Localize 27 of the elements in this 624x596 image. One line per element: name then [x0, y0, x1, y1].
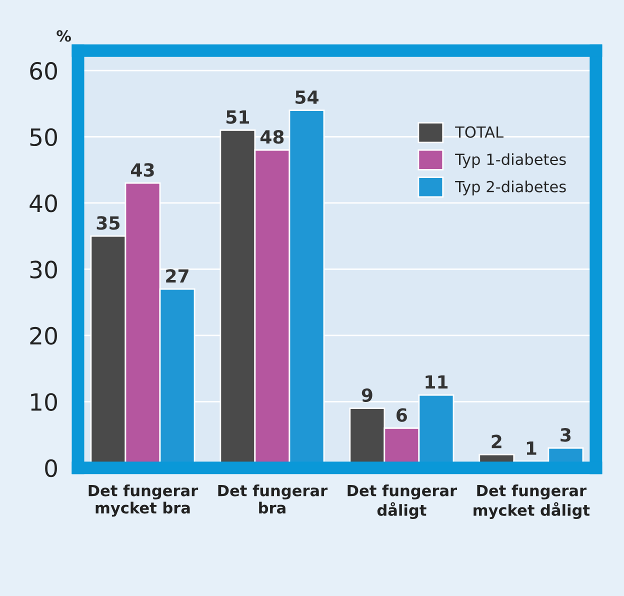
data-label: 1: [526, 442, 536, 455]
data-label: 35: [96, 216, 120, 230]
y-tick-label: 60: [30, 62, 57, 80]
y-tick-label: 20: [30, 326, 57, 345]
data-label: 2: [492, 434, 502, 448]
x-tick-label: Det fungerar mycket dåligt: [474, 484, 590, 520]
y-tick-label: 10: [31, 393, 57, 411]
x-tick-label: Det fungerar dåligt: [348, 484, 458, 520]
x-tick-label: Det fungerar mycket bra: [88, 484, 198, 517]
data-label: 3: [560, 428, 571, 442]
data-label: 54: [296, 90, 318, 104]
y-tick-label: 50: [30, 128, 57, 146]
data-label: 51: [226, 110, 250, 124]
legend-label: Typ 2-diabetes: [455, 180, 566, 196]
y-tick-label: 40: [30, 194, 57, 212]
data-label: 11: [426, 375, 448, 388]
data-label: 6: [396, 408, 408, 422]
y-tick-label: 30: [30, 260, 57, 278]
data-label: 9: [362, 388, 372, 402]
legend-label: TOTAL: [455, 126, 504, 138]
x-tick-label: Det fungerar bra: [218, 484, 328, 514]
y-tick-label: 0: [45, 459, 57, 478]
data-label: 43: [130, 163, 154, 177]
data-label: 48: [260, 130, 284, 144]
legend-label: Typ 1-diabetes: [455, 153, 566, 168]
data-label: 27: [166, 269, 188, 283]
y-axis-title: %: [56, 30, 71, 42]
